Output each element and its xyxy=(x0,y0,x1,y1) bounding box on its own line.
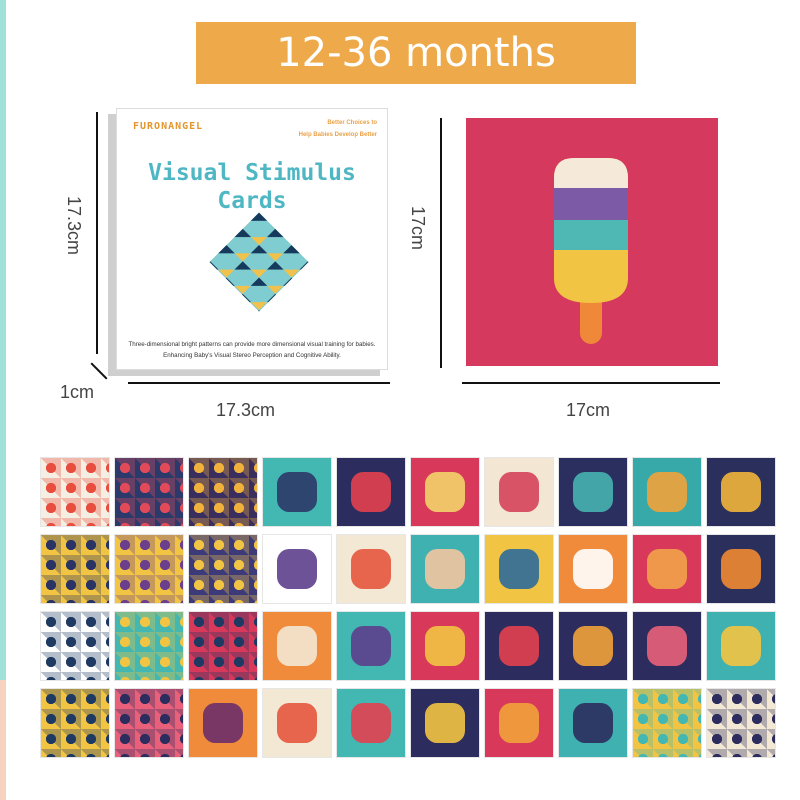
left-edge-strip xyxy=(0,0,6,680)
card-illustration-icon xyxy=(424,702,466,744)
card-illustration-icon xyxy=(646,471,688,513)
picture-card xyxy=(484,611,554,681)
picture-card xyxy=(262,534,332,604)
card-illustration-icon xyxy=(572,548,614,590)
pattern-card xyxy=(114,534,184,604)
card-illustration-icon xyxy=(424,625,466,667)
card-height-label: 17cm xyxy=(408,206,428,251)
box-description: Three-dimensional bright patterns can pr… xyxy=(128,341,376,359)
picture-card xyxy=(188,688,258,758)
picture-card xyxy=(262,611,332,681)
picture-card xyxy=(558,534,628,604)
product-box: FURONANGEL Better Choices to Help Babies … xyxy=(116,108,388,370)
card-illustration-icon xyxy=(424,471,466,513)
picture-card xyxy=(410,534,480,604)
card-illustration-icon xyxy=(350,702,392,744)
picture-card xyxy=(632,611,702,681)
picture-card xyxy=(410,611,480,681)
card-illustration-icon xyxy=(720,471,762,513)
picture-card xyxy=(558,611,628,681)
slogan-line: Better Choices to xyxy=(327,120,377,126)
slogan: Better Choices to Help Babies Develop Bet… xyxy=(299,117,377,141)
pattern-card xyxy=(632,688,702,758)
picture-card xyxy=(336,688,406,758)
pattern-card xyxy=(40,688,110,758)
card-illustration-icon xyxy=(572,702,614,744)
pattern-card xyxy=(40,534,110,604)
popsicle-icon xyxy=(554,158,628,344)
card-width-label: 17cm xyxy=(566,400,611,420)
card-height-arrow xyxy=(440,118,442,368)
picture-card xyxy=(558,457,628,527)
card-width-arrow xyxy=(462,382,720,384)
box-depth-label: 1cm xyxy=(60,382,95,402)
card-illustration-icon xyxy=(498,702,540,744)
picture-card xyxy=(410,457,480,527)
card-collection-grid xyxy=(40,457,776,758)
picture-card xyxy=(484,457,554,527)
picture-card xyxy=(706,611,776,681)
card-illustration-icon xyxy=(646,548,688,590)
picture-card xyxy=(632,457,702,527)
picture-card xyxy=(484,534,554,604)
picture-card xyxy=(262,457,332,527)
brand-logo: FURONANGEL xyxy=(133,121,204,132)
picture-card xyxy=(706,534,776,604)
pattern-card xyxy=(40,457,110,527)
card-illustration-icon xyxy=(202,702,244,744)
box-title-line: Visual Stimulus xyxy=(148,160,356,186)
card-illustration-icon xyxy=(276,702,318,744)
width-arrow xyxy=(128,382,390,384)
card-illustration-icon xyxy=(572,625,614,667)
card-illustration-icon xyxy=(498,625,540,667)
height-arrow xyxy=(96,112,98,354)
card-illustration-icon xyxy=(350,471,392,513)
card-illustration-icon xyxy=(276,471,318,513)
pattern-card xyxy=(40,611,110,681)
depth-arrow xyxy=(90,362,108,380)
sample-card-popsicle xyxy=(466,118,718,366)
card-illustration-icon xyxy=(646,625,688,667)
picture-card xyxy=(262,688,332,758)
pattern-card xyxy=(114,688,184,758)
card-illustration-icon xyxy=(276,625,318,667)
age-banner: 12-36 months xyxy=(196,22,636,84)
box-title: Visual Stimulus Cards xyxy=(117,159,387,215)
card-illustration-icon xyxy=(276,548,318,590)
card-illustration-icon xyxy=(498,548,540,590)
box-height-label: 17.3cm xyxy=(64,196,84,256)
left-edge-strip-bottom xyxy=(0,680,6,800)
card-illustration-icon xyxy=(498,471,540,513)
pattern-card xyxy=(114,457,184,527)
picture-card xyxy=(410,688,480,758)
card-illustration-icon xyxy=(350,625,392,667)
picture-card xyxy=(336,611,406,681)
card-illustration-icon xyxy=(350,548,392,590)
cube-pattern-graphic xyxy=(209,212,309,312)
card-illustration-icon xyxy=(720,625,762,667)
pattern-card xyxy=(114,611,184,681)
slogan-line: Help Babies Develop Better xyxy=(298,132,377,138)
picture-card xyxy=(484,688,554,758)
box-title-line: Cards xyxy=(217,188,287,214)
pattern-card xyxy=(188,534,258,604)
picture-card xyxy=(706,457,776,527)
pattern-card xyxy=(706,688,776,758)
picture-card xyxy=(558,688,628,758)
card-illustration-icon xyxy=(424,548,466,590)
picture-card xyxy=(336,457,406,527)
picture-card xyxy=(632,534,702,604)
pattern-card xyxy=(188,457,258,527)
card-illustration-icon xyxy=(720,548,762,590)
box-width-label: 17.3cm xyxy=(216,400,276,420)
pattern-card xyxy=(188,611,258,681)
picture-card xyxy=(336,534,406,604)
card-illustration-icon xyxy=(572,471,614,513)
